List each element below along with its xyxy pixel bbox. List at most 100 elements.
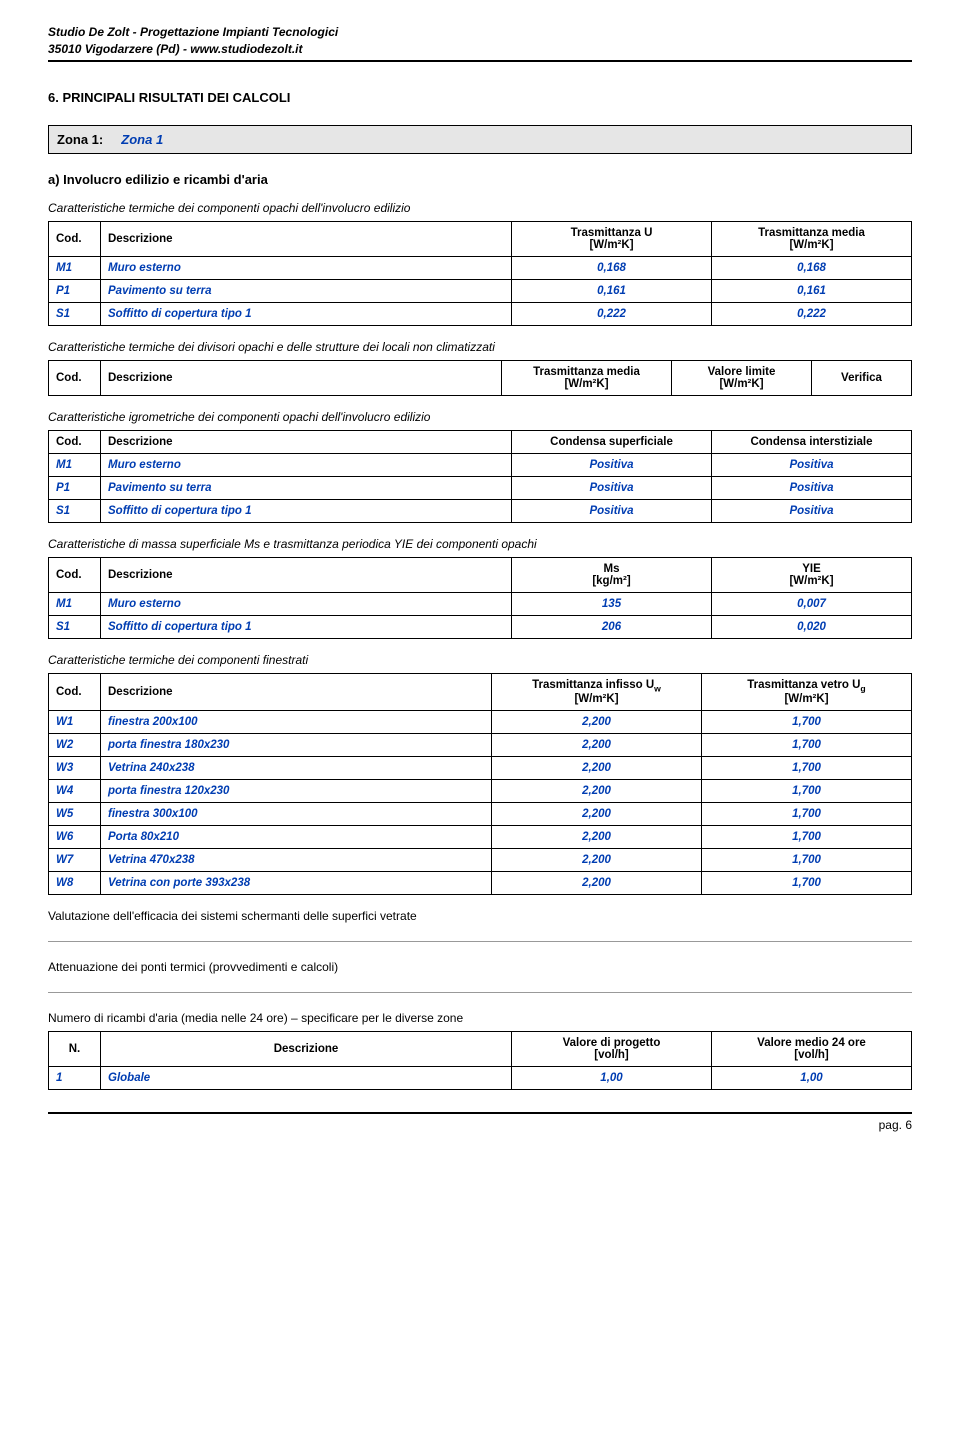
th-cod: Cod. xyxy=(49,673,101,710)
table-cell: 0,222 xyxy=(512,302,712,325)
table-cell: Muro esterno xyxy=(101,592,512,615)
table-cell: 2,200 xyxy=(492,802,702,825)
table-cell: 2,200 xyxy=(492,825,702,848)
table-cell: S1 xyxy=(49,302,101,325)
page-number: pag. 6 xyxy=(879,1118,912,1132)
table-row: S1Soffitto di copertura tipo 1PositivaPo… xyxy=(49,499,912,522)
table-cell: 1,00 xyxy=(712,1066,912,1089)
table-row: W1finestra 200x1002,2001,700 xyxy=(49,710,912,733)
table-cell: W4 xyxy=(49,779,101,802)
note-schermanti: Valutazione dell'efficacia dei sistemi s… xyxy=(48,909,912,923)
table-cell: S1 xyxy=(49,615,101,638)
th-desc: Descrizione xyxy=(101,1031,512,1066)
table-cell: 1,00 xyxy=(512,1066,712,1089)
table-cell: Positiva xyxy=(712,499,912,522)
table-cell: 0,168 xyxy=(512,256,712,279)
table-cell: porta finestra 180x230 xyxy=(101,733,492,756)
table-cell: Pavimento su terra xyxy=(101,279,512,302)
zone-label: Zona 1: xyxy=(57,132,103,147)
section-title: 6. PRINCIPALI RISULTATI DEI CALCOLI xyxy=(48,90,912,105)
table-row: W6Porta 80x2102,2001,700 xyxy=(49,825,912,848)
table-cell: W2 xyxy=(49,733,101,756)
table-cell: Muro esterno xyxy=(101,453,512,476)
th-cod: Cod. xyxy=(49,360,101,395)
th-trasM: Trasmittanza media [W/m²K] xyxy=(712,221,912,256)
table-cell: 2,200 xyxy=(492,756,702,779)
table-row: 1Globale1,001,00 xyxy=(49,1066,912,1089)
table-row: W7Vetrina 470x2382,2001,700 xyxy=(49,848,912,871)
table-cell: Soffitto di copertura tipo 1 xyxy=(101,615,512,638)
zone-box: Zona 1: Zona 1 xyxy=(48,125,912,154)
table-cell: porta finestra 120x230 xyxy=(101,779,492,802)
th-desc: Descrizione xyxy=(101,221,512,256)
th-verifica: Verifica xyxy=(812,360,912,395)
table-cell: 1,700 xyxy=(702,733,912,756)
table-cell: Vetrina 470x238 xyxy=(101,848,492,871)
table-cell: 2,200 xyxy=(492,779,702,802)
table-finestrati: Cod. Descrizione Trasmittanza infisso Uw… xyxy=(48,673,912,895)
th-trasM: Trasmittanza media [W/m²K] xyxy=(502,360,672,395)
th-desc: Descrizione xyxy=(101,360,502,395)
th-uw: Trasmittanza infisso Uw [W/m²K] xyxy=(492,673,702,710)
table-cell: 1,700 xyxy=(702,871,912,894)
table-row: W5finestra 300x1002,2001,700 xyxy=(49,802,912,825)
note-ricambi: Numero di ricambi d'aria (media nelle 24… xyxy=(48,1011,912,1025)
intro-3: Caratteristiche igrometriche dei compone… xyxy=(48,410,912,424)
table-cell: Soffitto di copertura tipo 1 xyxy=(101,499,512,522)
table-cell: W8 xyxy=(49,871,101,894)
th-ms: Ms [kg/m²] xyxy=(512,557,712,592)
th-condsup: Condensa superficiale xyxy=(512,430,712,453)
table-row: P1Pavimento su terra0,1610,161 xyxy=(49,279,912,302)
th-desc: Descrizione xyxy=(101,557,512,592)
table-cell: Vetrina 240x238 xyxy=(101,756,492,779)
intro-5: Caratteristiche termiche dei componenti … xyxy=(48,653,912,667)
th-med24: Valore medio 24 ore [vol/h] xyxy=(712,1031,912,1066)
table-cell: 1,700 xyxy=(702,825,912,848)
header-line2: 35010 Vigodarzere (Pd) - www.studiodezol… xyxy=(48,41,912,58)
table-ricambi: N. Descrizione Valore di progetto [vol/h… xyxy=(48,1031,912,1090)
table-cell: 2,200 xyxy=(492,710,702,733)
table-igrometriche: Cod. Descrizione Condensa superficiale C… xyxy=(48,430,912,523)
th-cod: Cod. xyxy=(49,221,101,256)
th-cod: Cod. xyxy=(49,430,101,453)
table-cell: Globale xyxy=(101,1066,512,1089)
table-cell: M1 xyxy=(49,256,101,279)
zone-value: Zona 1 xyxy=(121,132,163,147)
table-cell: 2,200 xyxy=(492,733,702,756)
table-cell: finestra 200x100 xyxy=(101,710,492,733)
table-cell: Positiva xyxy=(712,476,912,499)
divider xyxy=(48,992,912,993)
th-lim: Valore limite [W/m²K] xyxy=(672,360,812,395)
th-desc: Descrizione xyxy=(101,430,512,453)
table-cell: 135 xyxy=(512,592,712,615)
table-cell: 1,700 xyxy=(702,848,912,871)
table-row: P1Pavimento su terraPositivaPositiva xyxy=(49,476,912,499)
table-cell: Muro esterno xyxy=(101,256,512,279)
table-cell: W3 xyxy=(49,756,101,779)
table-cell: 0,161 xyxy=(712,279,912,302)
table-cell: Positiva xyxy=(512,499,712,522)
sub-item-a: a) Involucro edilizio e ricambi d'aria xyxy=(48,172,912,187)
th-trasU: Trasmittanza U [W/m²K] xyxy=(512,221,712,256)
table-cell: 2,200 xyxy=(492,848,702,871)
table-row: W8Vetrina con porte 393x2382,2001,700 xyxy=(49,871,912,894)
page-footer: pag. 6 xyxy=(48,1112,912,1132)
table-cell: W1 xyxy=(49,710,101,733)
table-row: M1Muro esterno1350,007 xyxy=(49,592,912,615)
table-cell: 206 xyxy=(512,615,712,638)
th-condint: Condensa interstiziale xyxy=(712,430,912,453)
table-cell: 2,200 xyxy=(492,871,702,894)
table-cell: 0,007 xyxy=(712,592,912,615)
th-n: N. xyxy=(49,1031,101,1066)
th-yie: YIE [W/m²K] xyxy=(712,557,912,592)
table-cell: Porta 80x210 xyxy=(101,825,492,848)
table-cell: 1,700 xyxy=(702,802,912,825)
th-desc: Descrizione xyxy=(101,673,492,710)
table-row: M1Muro esternoPositivaPositiva xyxy=(49,453,912,476)
table-cell: W6 xyxy=(49,825,101,848)
intro-4: Caratteristiche di massa superficiale Ms… xyxy=(48,537,912,551)
table-cell: Soffitto di copertura tipo 1 xyxy=(101,302,512,325)
table-row: S1Soffitto di copertura tipo 10,2220,222 xyxy=(49,302,912,325)
page-header: Studio De Zolt - Progettazione Impianti … xyxy=(48,24,912,62)
table-cell: 0,161 xyxy=(512,279,712,302)
